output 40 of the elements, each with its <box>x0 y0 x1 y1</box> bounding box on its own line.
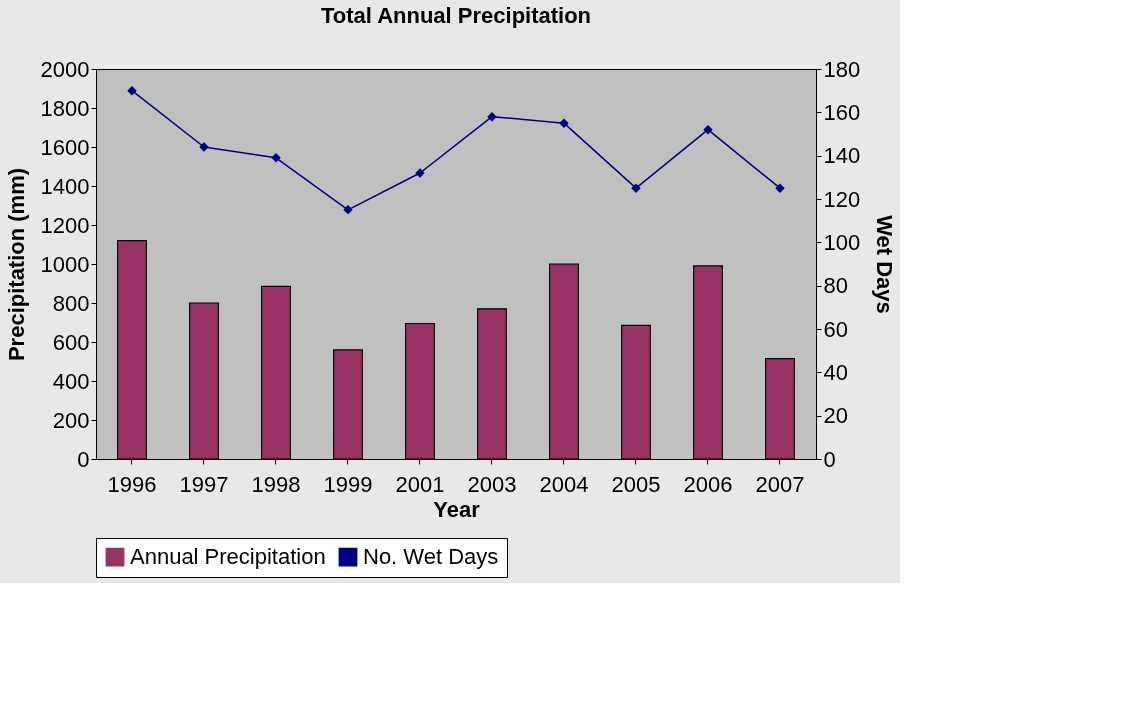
point <box>703 124 713 135</box>
x-tick-label: 2001 <box>395 471 445 497</box>
y2-tick-label: 20 <box>823 403 848 429</box>
y-tick-label: 800 <box>52 290 90 316</box>
y-tick-label: 200 <box>52 407 90 433</box>
x-tick-label: 1996 <box>107 471 157 497</box>
y-tick-label: 1800 <box>40 95 90 121</box>
y2-axis-title: Wet Days <box>872 215 898 314</box>
x-tick-label: 2006 <box>683 471 733 497</box>
x-tick-label: 1998 <box>251 471 301 497</box>
y-tick-label: 2000 <box>40 56 90 82</box>
y2-tick-label: 160 <box>823 99 861 125</box>
y-tick-label: 600 <box>52 329 90 355</box>
point <box>487 111 497 122</box>
y-tick-label: 400 <box>52 368 90 394</box>
y-tick-label: 1400 <box>40 173 90 199</box>
x-tick-label: 2005 <box>611 471 661 497</box>
y2-tick-label: 120 <box>823 186 861 212</box>
y2-tick-label: 60 <box>823 316 848 342</box>
x-tick-label: 2007 <box>755 471 805 497</box>
y-axis-title: Precipitation (mm) <box>3 167 29 362</box>
y-tick-label: 1000 <box>40 251 90 277</box>
chart-title: Total Annual Precipitation <box>320 3 592 28</box>
x-tick-label: 1999 <box>323 471 373 497</box>
y2-tick-label: 100 <box>823 229 861 255</box>
x-axis-title: Year <box>433 496 481 522</box>
y2-tick-label: 0 <box>823 446 836 472</box>
y2-tick-label: 180 <box>823 56 861 82</box>
y2-tick-label: 140 <box>823 143 861 169</box>
x-tick-label: 2003 <box>467 471 517 497</box>
y-tick-label: 1200 <box>40 212 90 238</box>
x-tick-label: 2004 <box>539 471 589 497</box>
legend-label: Annual Precipitation <box>130 544 326 570</box>
x-tick-label: 1997 <box>179 471 229 497</box>
y2-tick-label: 80 <box>823 273 848 299</box>
legend-label: No. Wet Days <box>363 544 499 570</box>
y-tick-label: 1600 <box>40 134 90 160</box>
point <box>127 85 137 96</box>
y2-tick-label: 40 <box>823 359 848 385</box>
y-tick-label: 0 <box>77 446 90 472</box>
